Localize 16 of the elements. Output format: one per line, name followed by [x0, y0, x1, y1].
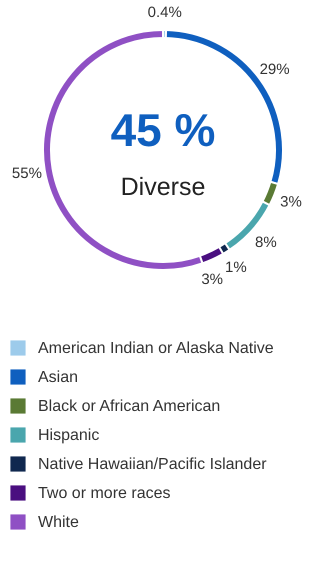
legend-label: Black or African American	[38, 398, 220, 415]
legend-label: White	[38, 514, 79, 531]
data-label: 55%	[12, 165, 42, 182]
legend-label: Hispanic	[38, 427, 100, 444]
text: 45 %	[110, 104, 216, 156]
data-label: 3%	[280, 194, 302, 210]
legend-label: Asian	[38, 369, 78, 386]
data-label: 29%	[260, 60, 290, 78]
legend-label: Native Hawaiian/Pacific Islander	[38, 456, 268, 473]
text: Diverse	[120, 173, 206, 201]
legend-label: Two or more races	[38, 485, 170, 502]
data-label: 1%	[225, 259, 247, 276]
data-label: 8%	[254, 234, 277, 252]
legend-label: American Indian or Alaska Native	[38, 340, 274, 357]
data-label: 0.4%	[148, 4, 182, 22]
data-label: 3%	[201, 270, 224, 288]
